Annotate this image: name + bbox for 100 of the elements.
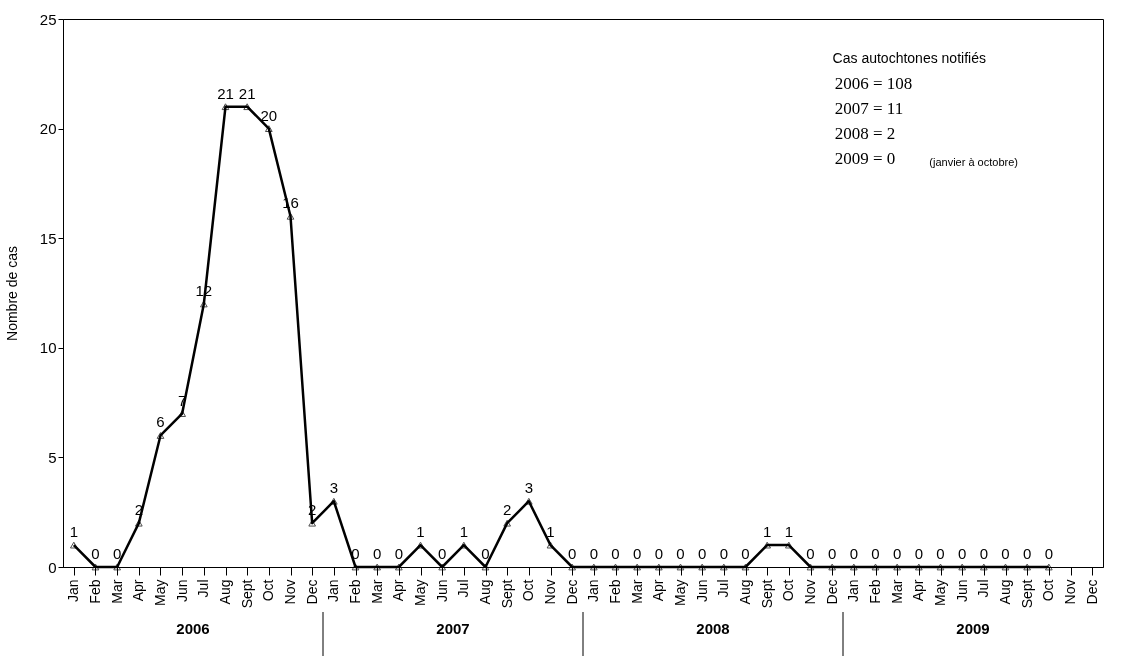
x-tick-label: Feb <box>347 579 363 604</box>
data-label: 0 <box>1044 545 1054 562</box>
x-tick-label: May <box>672 579 688 606</box>
y-tick-label: 20 <box>39 120 57 138</box>
x-tick-label: Sept <box>1018 579 1035 609</box>
data-label: 1 <box>459 523 469 541</box>
x-tick-label: Jun <box>433 579 450 603</box>
x-tick-label: Oct <box>520 579 537 602</box>
data-label: 0 <box>567 545 577 562</box>
x-tick-label: Mar <box>108 579 125 604</box>
x-tick-label: May <box>152 579 168 606</box>
x-tick-label: Mar <box>368 579 385 604</box>
x-tick-label: Nov <box>1062 579 1078 605</box>
x-tick-label: Feb <box>87 579 103 604</box>
data-label: 0 <box>1022 545 1032 562</box>
x-tick-label: Feb <box>607 579 623 604</box>
x-tick-label: Aug <box>997 579 1013 605</box>
data-label: 3 <box>329 479 339 497</box>
data-label: 0 <box>719 545 729 562</box>
data-label: 6 <box>156 413 165 431</box>
x-tick-label: Jul <box>975 579 992 598</box>
x-tick-label: Sept <box>498 579 515 609</box>
data-label: 0 <box>1001 545 1010 562</box>
x-tick-label: Oct <box>1040 579 1057 602</box>
data-label: 0 <box>394 545 404 562</box>
x-tick-label: Jul <box>455 579 472 598</box>
text: 2009 <box>956 620 990 637</box>
data-label: 0 <box>112 545 122 562</box>
x-tick-label: Dec <box>823 579 840 605</box>
data-label: 20 <box>260 106 278 124</box>
x-tick-label: Sept <box>758 579 775 609</box>
y-tick-label: 10 <box>39 339 57 357</box>
x-tick-label: Nov <box>282 579 298 605</box>
data-label: 0 <box>871 545 880 562</box>
data-label: 0 <box>957 545 967 562</box>
data-label: 1 <box>69 523 79 541</box>
data-label: 0 <box>979 545 989 562</box>
x-tick-label: Aug <box>477 579 493 605</box>
data-label: 1 <box>762 523 772 541</box>
x-tick-label: Sept <box>238 579 255 609</box>
annotation: 2006 = 108 <box>834 74 913 93</box>
data-label: 3 <box>524 479 534 497</box>
x-tick-label: Feb <box>867 579 883 604</box>
text: 2008 <box>696 620 730 637</box>
text: 2007 <box>436 620 470 637</box>
x-tick-label: Dec <box>563 579 580 605</box>
x-tick-label: Aug <box>737 579 753 605</box>
data-label: 0 <box>654 545 664 562</box>
x-tick-label: Jul <box>715 579 732 598</box>
data-label: 0 <box>676 545 685 562</box>
x-tick-label: Jun <box>173 579 190 603</box>
x-tick-label: Oct <box>260 579 277 602</box>
data-label: 0 <box>697 545 707 562</box>
data-label: 0 <box>827 545 837 562</box>
x-tick-label: Jan <box>325 579 342 603</box>
x-tick-label: Dec <box>1083 579 1100 605</box>
annotation: 2009 = 0 <box>834 149 896 168</box>
x-tick-label: Apr <box>910 579 927 602</box>
data-label: 21 <box>238 84 256 102</box>
x-tick-label: Mar <box>888 579 905 604</box>
y-tick-label: 0 <box>48 558 57 576</box>
data-label: 1 <box>416 523 425 541</box>
x-tick-label: Jan <box>65 579 82 603</box>
x-tick-label: Aug <box>217 579 233 605</box>
x-tick-label: Nov <box>542 579 558 605</box>
x-tick-label: Mar <box>628 579 645 604</box>
x-tick-label: Oct <box>780 579 797 602</box>
x-tick-label: Jan <box>585 579 602 603</box>
data-label: 0 <box>914 545 924 562</box>
x-tick-label: Jun <box>693 579 710 603</box>
y-tick-label: 25 <box>39 10 57 28</box>
data-label: 0 <box>936 545 945 562</box>
x-tick-label: Apr <box>390 579 407 602</box>
x-tick-label: Apr <box>650 579 667 602</box>
x-tick-label: Apr <box>130 579 147 602</box>
y-tick-label: 5 <box>48 448 57 466</box>
data-label: 0 <box>611 545 620 562</box>
data-label: 0 <box>437 545 447 562</box>
x-tick-label: Jul <box>195 579 212 598</box>
data-label: 1 <box>784 523 794 541</box>
data-label: 0 <box>806 545 815 562</box>
x-tick-label: Jun <box>953 579 970 603</box>
annotation: (janvier à octobre) <box>929 156 1018 168</box>
annotation: 2007 = 11 <box>834 99 904 118</box>
y-tick-label: 15 <box>39 229 57 247</box>
data-label: 0 <box>892 545 902 562</box>
annotation: 2008 = 2 <box>834 124 896 143</box>
annotation: Cas autochtones notifiés <box>832 50 986 66</box>
data-label: 0 <box>589 545 599 562</box>
y-axis-title: Nombre de cas <box>3 246 20 341</box>
x-tick-label: Nov <box>802 579 818 605</box>
x-tick-label: May <box>412 579 428 606</box>
data-label: 0 <box>481 545 490 562</box>
data-label: 0 <box>91 545 100 562</box>
data-label: 21 <box>217 84 234 102</box>
data-label: 2 <box>502 501 512 519</box>
data-label: 0 <box>741 545 750 562</box>
x-tick-label: May <box>932 579 948 606</box>
x-tick-label: Jan <box>845 579 862 603</box>
x-tick-label: Dec <box>303 579 320 605</box>
